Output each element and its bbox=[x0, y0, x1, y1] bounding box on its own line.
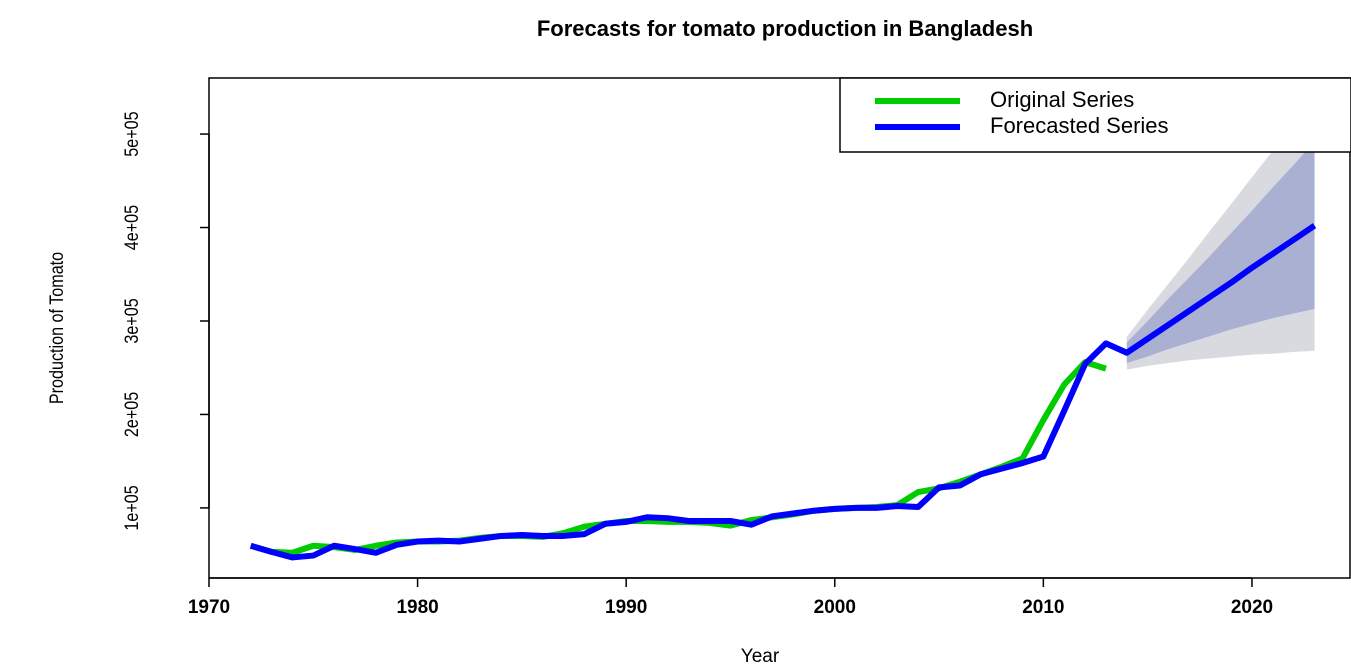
y-tick-label: 1e+05 bbox=[121, 485, 143, 531]
y-tick-label: 4e+05 bbox=[121, 205, 143, 251]
plot-area bbox=[249, 96, 1317, 561]
series-line bbox=[249, 359, 1107, 556]
x-tick-label: 1990 bbox=[605, 597, 647, 618]
legend-label: Original Series bbox=[990, 87, 1134, 112]
y-tick-label: 3e+05 bbox=[121, 298, 143, 344]
x-axis-label: Year bbox=[741, 646, 780, 667]
series-line bbox=[249, 223, 1317, 561]
y-tick-label: 5e+05 bbox=[121, 111, 143, 157]
x-tick-label: 1980 bbox=[396, 597, 438, 618]
legend-box bbox=[839, 77, 1351, 153]
y-tick-label: 2e+05 bbox=[121, 392, 143, 438]
x-tick-label: 2020 bbox=[1231, 597, 1273, 618]
x-tick-label: 2010 bbox=[1022, 597, 1064, 618]
legend-label: Forecasted Series bbox=[990, 113, 1169, 138]
y-axis-label: Production of Tomato bbox=[46, 252, 68, 404]
chart-title: Forecasts for tomato production in Bangl… bbox=[537, 16, 1033, 41]
x-tick-label: 1970 bbox=[188, 597, 230, 618]
forecast-interval bbox=[1126, 141, 1315, 364]
x-tick-label: 2000 bbox=[814, 597, 856, 618]
